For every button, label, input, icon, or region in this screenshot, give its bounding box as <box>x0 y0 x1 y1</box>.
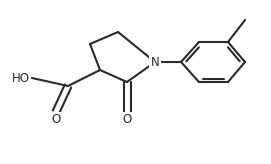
Text: O: O <box>51 113 61 126</box>
Text: N: N <box>151 55 159 69</box>
Text: O: O <box>122 113 132 126</box>
Text: HO: HO <box>12 72 30 84</box>
